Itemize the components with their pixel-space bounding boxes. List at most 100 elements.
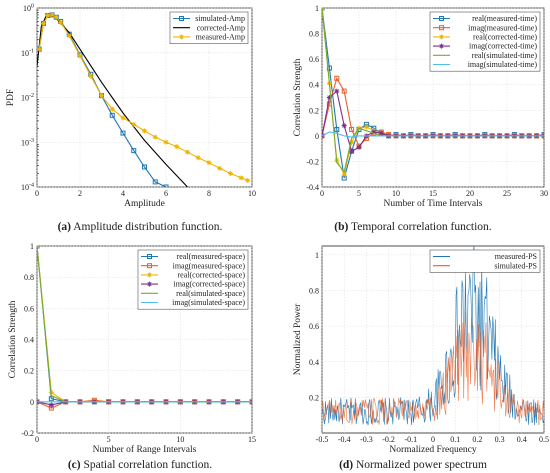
data-point — [206, 160, 212, 166]
y-tick-label: -0.4 — [306, 183, 319, 192]
data-point — [142, 164, 147, 170]
y-tick-label: 0.2 — [24, 367, 34, 376]
legend-label: real(simulated-time) — [472, 51, 538, 60]
data-point — [341, 123, 347, 129]
caption-d: (d) Normalized power spectrum — [339, 459, 487, 471]
series-layer — [322, 8, 544, 181]
data-point — [245, 177, 251, 183]
x-tick-label: 5 — [107, 435, 111, 444]
x-tick-label: 15 — [248, 435, 256, 444]
caption-a: (a) Amplitude distribution function. — [58, 221, 223, 233]
legend-marker — [439, 16, 444, 21]
legend-marker — [179, 16, 184, 21]
data-point — [356, 144, 362, 150]
x-tick-label: 2 — [78, 189, 82, 198]
x-tick-label: -0.4 — [338, 435, 351, 444]
data-point — [120, 130, 126, 136]
data-point — [48, 396, 54, 402]
y-tick-label: 0 — [30, 398, 34, 407]
legend-label: real(measured-space) — [177, 252, 246, 261]
legend-label: imag(corrected-time) — [469, 42, 537, 51]
y-tick-label: -0.2 — [306, 157, 319, 166]
y-tick-label: 10-3 — [21, 138, 34, 148]
x-tick-label: 0.4 — [517, 435, 527, 444]
data-point — [58, 19, 64, 25]
data-point — [334, 75, 340, 81]
data-point — [228, 171, 233, 177]
data-point — [49, 12, 55, 18]
series-line-corrected-Amp — [37, 14, 188, 187]
x-tick-label: -0.5 — [316, 435, 329, 444]
y-tick-label: 0.8 — [309, 287, 319, 296]
data-point — [174, 144, 180, 150]
y-tick-label: 0 — [315, 132, 319, 141]
x-tick-label: 0 — [35, 189, 39, 198]
data-point — [217, 165, 223, 171]
data-point — [371, 129, 377, 135]
y-tick-label: 0.4 — [309, 81, 319, 90]
panel-b-temporal-correlation: 0 5 10 15 20 25 30 -0.4 -0.2 0 0.2 0.4 0.6 0.8 1 Number… — [293, 4, 548, 209]
x-tick-label: 5 — [357, 189, 361, 198]
data-point — [341, 88, 347, 94]
x-axis-label: Number of Time Intervals — [384, 198, 483, 209]
data-point — [66, 33, 72, 39]
caption-b: (b) Temporal correlation function. — [334, 221, 492, 233]
x-tick-label: -0.1 — [404, 435, 417, 444]
x-tick-label: 4 — [121, 189, 125, 198]
legend-marker — [439, 34, 444, 40]
y-axis-label: Correlation Strength — [293, 58, 303, 136]
data-point — [109, 112, 115, 118]
series-layer — [37, 246, 252, 411]
data-point — [163, 139, 169, 145]
legend-label: imag(simulated-time) — [468, 60, 538, 69]
data-point — [185, 149, 190, 155]
x-tick-label: 10 — [176, 435, 184, 444]
x-tick-label: 0.3 — [495, 435, 505, 444]
data-point — [99, 93, 104, 99]
data-point — [131, 148, 137, 154]
series-layer — [322, 246, 544, 426]
x-tick-label: -0.3 — [360, 435, 373, 444]
y-tick-label: 0.6 — [309, 55, 319, 64]
caption-c: (c) Spatial correlation function. — [68, 459, 212, 471]
data-point — [334, 126, 340, 132]
data-point — [142, 128, 147, 134]
data-point — [378, 130, 384, 136]
x-tick-label: 25 — [503, 189, 511, 198]
legend-box — [429, 249, 541, 273]
legend-marker — [147, 272, 152, 278]
data-point — [53, 15, 59, 21]
y-tick-label: 1 — [30, 242, 34, 251]
data-point — [349, 148, 355, 154]
data-point — [120, 115, 126, 121]
y-tick-label: 0.2 — [309, 106, 319, 115]
legend-label: real(corrected-space) — [178, 271, 246, 280]
data-point — [349, 126, 355, 132]
legend-label: imag(measured-time) — [468, 23, 537, 32]
y-tick-label: 0.4 — [309, 358, 319, 367]
x-tick-label: 0.5 — [539, 435, 549, 444]
x-tick-label: 6 — [164, 189, 168, 198]
y-tick-label: 0.8 — [24, 273, 34, 282]
legend-marker — [147, 254, 152, 259]
x-axis-label: Number of Range Intervals — [93, 444, 197, 455]
y-tick-label: 0.2 — [309, 393, 319, 402]
y-tick-label: 1 — [315, 4, 319, 13]
legend-label: corrected-Amp — [197, 23, 245, 32]
data-point — [131, 121, 137, 127]
data-point — [152, 134, 158, 140]
legend-label: imag(measured-space) — [173, 261, 246, 270]
legend-marker — [147, 263, 152, 269]
data-point — [341, 171, 347, 177]
data-point — [45, 12, 51, 18]
y-tick-label: 0.6 — [309, 322, 319, 331]
legend-label: simulated-PS — [494, 261, 537, 270]
data-point — [238, 175, 244, 181]
x-tick-label: 0.1 — [450, 435, 460, 444]
x-tick-label: -0.2 — [382, 435, 395, 444]
y-tick-label: 0.4 — [24, 336, 34, 345]
data-point — [37, 46, 42, 52]
legend-marker — [439, 43, 444, 49]
panel-d-power-spectrum: -0.5 -0.4 -0.3 -0.2 -0.1 0 0.1 0.2 0.3 0.4 0.5 0.2 0… — [293, 245, 549, 455]
